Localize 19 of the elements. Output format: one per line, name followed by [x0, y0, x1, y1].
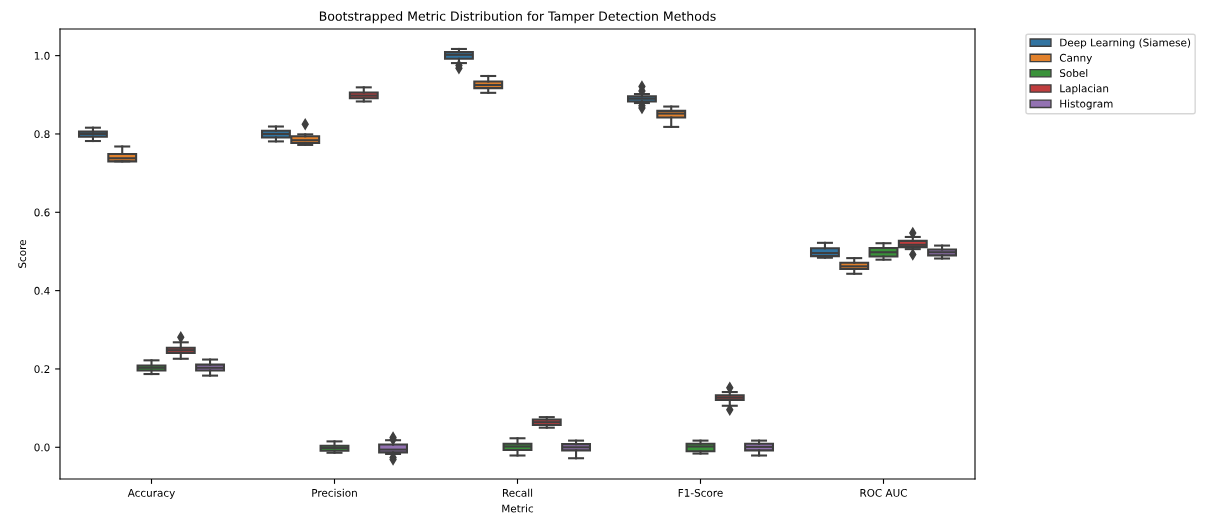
legend-label: Laplacian: [1060, 84, 1109, 95]
chart-title: Bootstrapped Metric Distribution for Tamper Detection Methods: [319, 11, 716, 24]
x-tick-label: Accuracy: [127, 489, 175, 499]
x-tick-label: ROC AUC: [860, 488, 907, 497]
legend-label: Histogram: [1060, 99, 1113, 110]
y-tick-label: 0.8: [34, 130, 50, 139]
legend-label: Sobel: [1059, 68, 1088, 78]
y-tick-label: 0.0: [34, 443, 50, 452]
legend-label: Deep Learning (Siamese): [1060, 38, 1191, 49]
x-axis-title: Metric: [502, 504, 534, 513]
y-tick-label: 0.2: [34, 365, 50, 374]
y-axis-title: Score: [18, 239, 27, 268]
legend-label: Canny: [1059, 53, 1093, 64]
y-tick-label: 1.0: [34, 51, 50, 60]
y-tick-label: 0.4: [34, 286, 50, 295]
y-tick-label: 0.6: [34, 208, 50, 217]
x-tick-label: Recall: [502, 488, 533, 497]
x-tick-label: Precision: [312, 488, 357, 497]
x-tick-label: F1-Score: [678, 488, 723, 497]
